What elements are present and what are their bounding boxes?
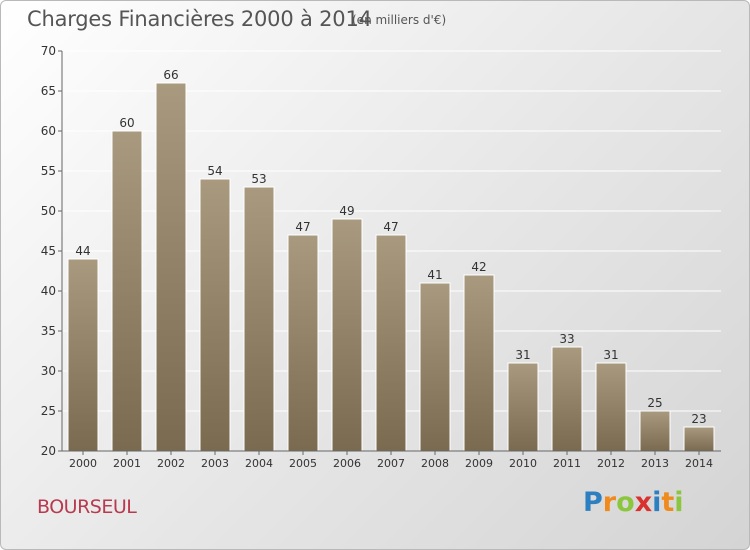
logo-letter: i	[652, 487, 662, 518]
bar-2011	[551, 346, 583, 452]
bar-2002	[155, 82, 187, 452]
bar-value-label: 41	[427, 268, 442, 282]
bar-2006	[331, 218, 363, 452]
bar-value-label: 33	[559, 332, 574, 346]
x-tick-label: 2007	[377, 457, 405, 470]
logo-letter: x	[634, 487, 653, 518]
x-tick-label: 2005	[289, 457, 317, 470]
bar-2003	[199, 178, 231, 452]
x-tick-label: 2000	[69, 457, 97, 470]
bar-value-label: 54	[207, 164, 222, 178]
logo-letter: r	[602, 487, 617, 518]
bar-value-label: 47	[383, 220, 398, 234]
y-tick-label: 30	[41, 364, 56, 378]
logo-letter: i	[674, 487, 684, 518]
chart-subtitle: (en milliers d'€)	[352, 13, 447, 27]
x-tick-label: 2008	[421, 457, 449, 470]
x-tick-label: 2001	[113, 457, 141, 470]
bar-2004	[243, 186, 275, 452]
x-tick-label: 2012	[597, 457, 625, 470]
y-tick-label: 40	[41, 284, 56, 298]
bar-value-label: 66	[163, 68, 178, 82]
proxiti-logo: Proxiti	[583, 487, 684, 518]
logo-letter: t	[661, 487, 675, 518]
x-tick-label: 2009	[465, 457, 493, 470]
axes: 20 25 30 35 40 45 50 55 60 65 70 2000 2001 2002 2003 20…	[41, 44, 721, 470]
x-tick-label: 2006	[333, 457, 361, 470]
bar-2005	[287, 234, 319, 452]
y-tick-label: 55	[41, 164, 56, 178]
bar-value-label: 31	[515, 348, 530, 362]
x-tick-label: 2003	[201, 457, 229, 470]
y-tick-label: 20	[41, 444, 56, 458]
commune-name: BOURSEUL	[37, 496, 137, 518]
x-tick-label: 2013	[641, 457, 669, 470]
bar-2010	[507, 362, 539, 452]
bar-2014	[683, 426, 715, 452]
chart-title: Charges Financières 2000 à 2014	[27, 7, 372, 31]
bar-2000	[67, 258, 99, 452]
bar-value-label: 42	[471, 260, 486, 274]
bar-2012	[595, 362, 627, 452]
logo-letter: P	[583, 487, 603, 518]
x-tick-label: 2004	[245, 457, 273, 470]
y-tick-label: 65	[41, 84, 56, 98]
bar-2008	[419, 282, 451, 452]
x-tick-label: 2002	[157, 457, 185, 470]
y-tick-label: 25	[41, 404, 56, 418]
bar-value-label: 47	[295, 220, 310, 234]
bar-value-label: 53	[251, 172, 266, 186]
y-tick-label: 45	[41, 244, 56, 258]
bar-value-label: 23	[691, 412, 706, 426]
bar-value-label: 49	[339, 204, 354, 218]
y-tick-label: 35	[41, 324, 56, 338]
bar-2001	[111, 130, 143, 452]
bar-2009	[463, 274, 495, 452]
bar-value-label: 44	[75, 244, 90, 258]
bars: 44 60 66 54 53 47 49 47 41 42 31 33 31 25 23	[67, 68, 715, 452]
x-tick-label: 2011	[553, 457, 581, 470]
y-tick-label: 60	[41, 124, 56, 138]
bar-value-label: 25	[647, 396, 662, 410]
bar-2007	[375, 234, 407, 452]
y-tick-label: 50	[41, 204, 56, 218]
bar-2013	[639, 410, 671, 452]
bar-value-label: 31	[603, 348, 618, 362]
bar-value-label: 60	[119, 116, 134, 130]
x-tick-label: 2014	[685, 457, 713, 470]
y-tick-label: 70	[41, 44, 56, 58]
x-tick-label: 2010	[509, 457, 537, 470]
logo-letter: o	[616, 487, 635, 518]
